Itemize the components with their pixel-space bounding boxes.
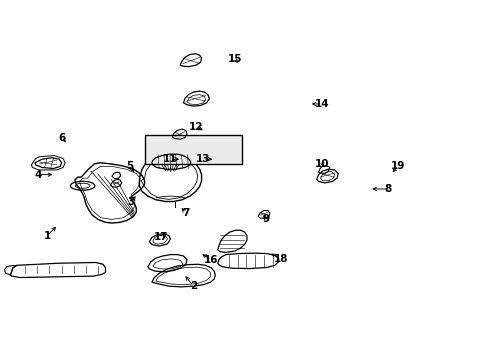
Text: 10: 10 [315,159,329,169]
Text: 13: 13 [195,154,210,164]
Text: 2: 2 [189,281,197,291]
Text: 14: 14 [315,99,329,109]
Text: 18: 18 [273,254,288,264]
Text: 15: 15 [227,54,242,64]
Text: 16: 16 [203,255,218,265]
Text: 8: 8 [384,184,391,194]
Text: 19: 19 [390,161,405,171]
Text: 4: 4 [34,170,41,180]
Text: 7: 7 [182,208,189,218]
Text: 9: 9 [263,215,269,224]
Text: 3: 3 [127,197,135,207]
Text: 1: 1 [43,231,51,240]
Bar [144,135,242,164]
Text: 5: 5 [126,161,133,171]
Text: 17: 17 [154,232,168,242]
Text: 6: 6 [58,133,65,143]
Text: 11: 11 [163,154,177,164]
Text: 12: 12 [188,122,203,132]
